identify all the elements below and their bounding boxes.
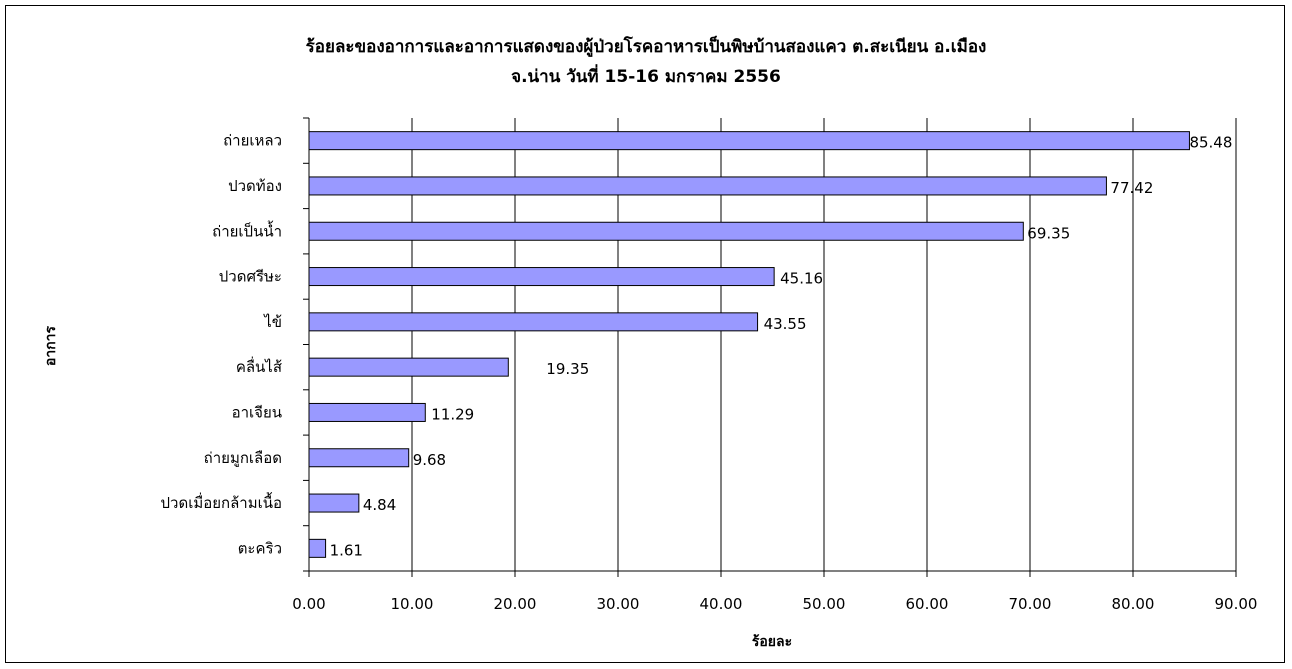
data-label: 69.35 bbox=[1027, 224, 1070, 242]
axes bbox=[303, 117, 1237, 577]
category-label: ถ่ายเป็นน้ำ bbox=[212, 220, 282, 240]
bar bbox=[308, 448, 410, 468]
y-axis-title: อาการ bbox=[43, 325, 59, 366]
category-label: ตะคริว bbox=[238, 539, 282, 557]
data-label: 4.84 bbox=[363, 496, 396, 514]
bar bbox=[308, 312, 759, 332]
category-label: อาเจียน bbox=[232, 403, 282, 421]
data-label: 77.42 bbox=[1110, 179, 1153, 197]
data-label: 19.35 bbox=[546, 360, 589, 378]
x-tick-label: 60.00 bbox=[906, 595, 949, 613]
x-tick-label: 70.00 bbox=[1009, 595, 1052, 613]
x-tick-label: 50.00 bbox=[803, 595, 846, 613]
bar bbox=[308, 267, 775, 287]
x-tick-label: 80.00 bbox=[1112, 595, 1155, 613]
x-tick-label: 20.00 bbox=[494, 595, 537, 613]
chart-title-line-2: จ.น่าน วันที่ 15-16 มกราคม 2556 bbox=[511, 67, 781, 87]
bar bbox=[308, 357, 509, 377]
category-label: ถ่ายมูกเลือด bbox=[204, 449, 282, 467]
bar bbox=[308, 493, 360, 513]
labels: 0.00 10.00 20.00 30.00 40.00 50.00 60.00 70.00 8… bbox=[161, 132, 1258, 613]
category-label: คลื่นไส้ bbox=[236, 356, 282, 376]
bar bbox=[308, 402, 426, 422]
bar bbox=[308, 176, 1107, 196]
category-label: ปวดศรีษะ bbox=[219, 268, 282, 286]
category-label: ปวดท้อง bbox=[228, 177, 282, 195]
x-tick-label: 0.00 bbox=[292, 595, 325, 613]
data-label: 1.61 bbox=[330, 541, 363, 559]
x-tick-label: 30.00 bbox=[597, 595, 640, 613]
x-tick-label: 90.00 bbox=[1215, 595, 1258, 613]
data-label: 85.48 bbox=[1189, 134, 1232, 152]
bar bbox=[308, 538, 327, 558]
category-label: ถ่ายเหลว bbox=[223, 132, 282, 150]
x-axis-title: ร้อยละ bbox=[752, 634, 792, 650]
data-label: 11.29 bbox=[431, 405, 474, 423]
bar bbox=[308, 131, 1190, 151]
x-tick-label: 10.00 bbox=[391, 595, 434, 613]
chart-frame bbox=[5, 5, 1285, 663]
data-label: 43.55 bbox=[764, 315, 807, 333]
category-label: ปวดเมื่อยกล้ามเนื้อ bbox=[161, 492, 282, 512]
bar bbox=[308, 221, 1024, 241]
chart-title-line-1: ร้อยละของอาการและอาการแสดงของผู้ป่วยโรคอ… bbox=[305, 37, 987, 57]
category-label: ไข้ bbox=[263, 313, 282, 331]
bars bbox=[308, 131, 1190, 558]
data-label: 9.68 bbox=[413, 451, 446, 469]
x-tick-label: 40.00 bbox=[700, 595, 743, 613]
chart-title: ร้อยละของอาการและอาการแสดงของผู้ป่วยโรคอ… bbox=[0, 32, 1292, 92]
data-label: 45.16 bbox=[780, 270, 823, 288]
